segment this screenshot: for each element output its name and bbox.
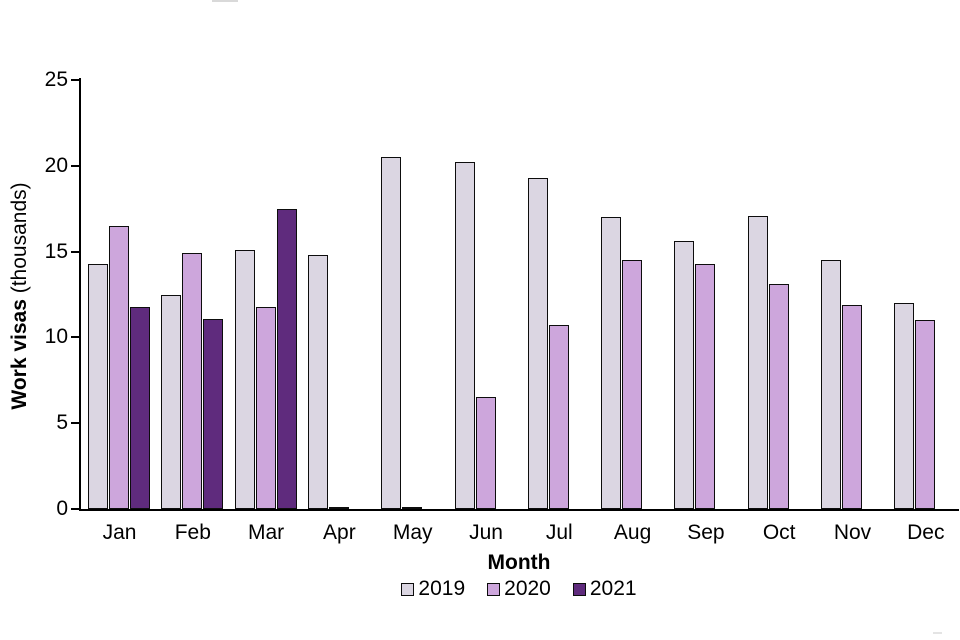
legend-item-2021: 2021 — [572, 577, 637, 601]
y-tick-10 — [71, 336, 80, 339]
cropped-artifact-bottom — [933, 632, 942, 634]
x-tick-label-jun: Jun — [469, 521, 503, 544]
legend-label-2019: 2019 — [418, 577, 466, 600]
bar-may-2020 — [402, 507, 423, 509]
y-axis-title-main: Work visas — [8, 299, 31, 410]
bar-mar-2020 — [255, 306, 276, 509]
legend-item-2019: 2019 — [401, 577, 465, 601]
bar-nov-2020 — [842, 304, 862, 509]
bar-apr-2020 — [328, 507, 349, 509]
bar-jan-2019 — [88, 263, 108, 509]
legend-block: Month 2019 2020 2021 — [80, 551, 958, 601]
bar-feb-2020 — [182, 253, 203, 509]
legend-item-2020: 2020 — [487, 577, 551, 601]
bar-oct-2019 — [747, 215, 768, 509]
y-tick-label-20: 20 — [44, 153, 68, 177]
bar-dec-2020 — [915, 320, 936, 509]
y-tick-15 — [71, 250, 80, 253]
x-tick-label-apr: Apr — [323, 521, 356, 544]
bar-jun-2019 — [454, 162, 475, 509]
y-axis-line — [79, 78, 81, 511]
bar-aug-2020 — [622, 260, 643, 509]
x-tick-label-may: May — [392, 521, 433, 544]
bar-jan-2020 — [109, 225, 129, 509]
x-tick-label-oct: Oct — [762, 521, 796, 544]
bar-sep-2020 — [695, 263, 716, 509]
y-tick-label-10: 10 — [44, 325, 68, 349]
y-axis-title: Work visas (thousands) — [8, 182, 32, 409]
legend-swatch-2020 — [487, 582, 501, 596]
bar-aug-2019 — [601, 217, 622, 509]
bar-oct-2020 — [768, 284, 789, 509]
x-tick-label-aug: Aug — [613, 521, 652, 544]
legend-label-2021: 2021 — [589, 577, 637, 600]
y-tick-label-5: 5 — [56, 411, 68, 435]
bar-dec-2019 — [894, 303, 915, 509]
x-tick-label-dec: Dec — [907, 521, 945, 544]
bar-apr-2019 — [307, 255, 328, 509]
y-tick-label-25: 25 — [44, 68, 68, 91]
legend: 2019 2020 2021 — [401, 577, 637, 601]
bar-jun-2020 — [475, 397, 496, 509]
y-tick-5 — [71, 422, 80, 425]
y-tick-label-15: 15 — [44, 239, 68, 263]
x-tick-label-sep: Sep — [687, 521, 725, 544]
bar-nov-2019 — [821, 260, 841, 509]
bar-may-2019 — [381, 157, 402, 509]
plot-area — [80, 80, 958, 509]
x-tick-label-jul: Jul — [545, 521, 573, 544]
x-tick-label-jan: Jan — [102, 521, 137, 544]
x-tick-label-mar: Mar — [248, 521, 285, 544]
cropped-artifact-top — [212, 0, 238, 2]
y-tick-20 — [71, 164, 80, 167]
x-tick-label-nov: Nov — [833, 521, 872, 544]
bar-jul-2019 — [527, 177, 548, 509]
legend-label-2020: 2020 — [504, 577, 551, 600]
bar-sep-2019 — [674, 241, 695, 509]
x-axis-line — [79, 509, 959, 511]
legend-swatch-2019 — [401, 582, 415, 596]
bar-mar-2021 — [276, 208, 297, 509]
legend-swatch-2021 — [572, 582, 586, 596]
bar-jan-2021 — [130, 306, 150, 509]
x-axis-title: Month — [487, 551, 551, 574]
bar-mar-2019 — [234, 249, 255, 509]
y-tick-25 — [71, 79, 80, 81]
y-tick-0 — [71, 508, 80, 510]
x-tick-label-feb: Feb — [174, 521, 211, 544]
bar-jul-2020 — [548, 325, 569, 509]
bar-feb-2019 — [161, 294, 182, 509]
bar-feb-2021 — [203, 318, 224, 509]
y-tick-label-0: 0 — [56, 497, 68, 520]
